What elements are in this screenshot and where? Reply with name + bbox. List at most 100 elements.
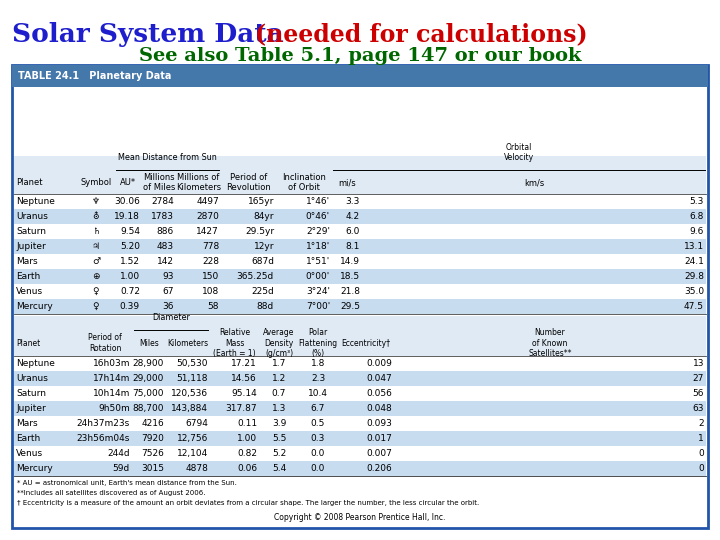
Text: 93: 93: [163, 272, 174, 281]
Text: 0.82: 0.82: [237, 449, 257, 458]
Text: 0: 0: [698, 464, 704, 473]
Text: 35.0: 35.0: [684, 287, 704, 296]
Text: 51,118: 51,118: [176, 374, 208, 383]
Text: 2870: 2870: [196, 212, 219, 221]
Text: 13.1: 13.1: [684, 242, 704, 251]
Text: Polar
Flattening
(%): Polar Flattening (%): [298, 328, 338, 358]
Text: 0.093: 0.093: [366, 419, 392, 428]
Text: 0.5: 0.5: [311, 419, 325, 428]
Bar: [14, 356, 706, 371]
Text: 6.0: 6.0: [346, 227, 360, 236]
Text: 4216: 4216: [141, 419, 164, 428]
Text: 687d: 687d: [251, 257, 274, 266]
Text: 58: 58: [207, 302, 219, 311]
Text: 3°24': 3°24': [306, 287, 330, 296]
Text: 143,884: 143,884: [171, 404, 208, 413]
Text: 47.5: 47.5: [684, 302, 704, 311]
Text: 21.8: 21.8: [340, 287, 360, 296]
Text: Saturn: Saturn: [16, 227, 46, 236]
Text: 0.0: 0.0: [311, 464, 325, 473]
Text: Mean Distance from Sun: Mean Distance from Sun: [118, 153, 217, 162]
Bar: [14, 254, 706, 269]
Text: 1.00: 1.00: [120, 272, 140, 281]
Text: 95.14: 95.14: [231, 389, 257, 398]
Text: 3015: 3015: [141, 464, 164, 473]
Text: 120,536: 120,536: [171, 389, 208, 398]
Text: 23h56m04s: 23h56m04s: [76, 434, 130, 443]
Text: Saturn: Saturn: [16, 389, 46, 398]
Text: mi/s: mi/s: [338, 178, 356, 187]
Text: 150: 150: [202, 272, 219, 281]
Text: 365.25d: 365.25d: [237, 272, 274, 281]
Text: 24h37m23s: 24h37m23s: [77, 419, 130, 428]
Text: 14.9: 14.9: [340, 257, 360, 266]
Bar: [14, 269, 706, 284]
Text: 1: 1: [698, 434, 704, 443]
Text: 12,104: 12,104: [176, 449, 208, 458]
Text: Neptune: Neptune: [16, 359, 55, 368]
Text: 13: 13: [693, 359, 704, 368]
Bar: [14, 371, 706, 386]
Text: 88,700: 88,700: [132, 404, 164, 413]
Text: 56: 56: [693, 389, 704, 398]
Text: Copyright © 2008 Pearson Prentice Hall, Inc.: Copyright © 2008 Pearson Prentice Hall, …: [274, 512, 446, 522]
Text: 1.52: 1.52: [120, 257, 140, 266]
Text: 7°00': 7°00': [306, 302, 330, 311]
Text: Uranus: Uranus: [16, 374, 48, 383]
Text: Symbol: Symbol: [81, 178, 112, 187]
Text: **Includes all satellites discovered as of August 2006.: **Includes all satellites discovered as …: [17, 490, 205, 496]
Text: Diameter: Diameter: [152, 313, 190, 322]
Text: 0.009: 0.009: [366, 359, 392, 368]
Text: 1.2: 1.2: [272, 374, 286, 383]
Text: Planet: Planet: [16, 339, 40, 348]
Text: 9.6: 9.6: [690, 227, 704, 236]
Text: Solar System Data: Solar System Data: [12, 22, 293, 47]
Text: 59d: 59d: [113, 464, 130, 473]
Text: TABLE 24.1   Planetary Data: TABLE 24.1 Planetary Data: [18, 71, 171, 81]
Text: Uranus: Uranus: [16, 212, 48, 221]
Text: 0.007: 0.007: [366, 449, 392, 458]
Text: ♃: ♃: [92, 242, 100, 251]
Bar: [14, 194, 706, 209]
Text: 1.3: 1.3: [272, 404, 286, 413]
Text: † Eccentricity is a measure of the amount an orbit deviates from a circular shap: † Eccentricity is a measure of the amoun…: [17, 500, 480, 506]
Text: ♄: ♄: [92, 227, 100, 236]
Text: 0.0: 0.0: [311, 449, 325, 458]
Text: 165yr: 165yr: [248, 197, 274, 206]
Bar: [14, 316, 706, 356]
Text: 28,900: 28,900: [132, 359, 164, 368]
Bar: [14, 209, 706, 224]
Text: 1°51': 1°51': [306, 257, 330, 266]
Bar: [14, 416, 706, 431]
Text: 2: 2: [698, 419, 704, 428]
Text: 19.18: 19.18: [114, 212, 140, 221]
Text: ♀: ♀: [93, 287, 99, 296]
Text: 0.72: 0.72: [120, 287, 140, 296]
Bar: [14, 284, 706, 299]
Text: 88d: 88d: [257, 302, 274, 311]
Bar: [12, 65, 708, 528]
Text: 142: 142: [157, 257, 174, 266]
Text: 244d: 244d: [107, 449, 130, 458]
Text: Millions
of Miles: Millions of Miles: [143, 173, 175, 192]
Text: 7526: 7526: [141, 449, 164, 458]
Text: 4878: 4878: [185, 464, 208, 473]
Text: 8.1: 8.1: [346, 242, 360, 251]
Text: 0.017: 0.017: [366, 434, 392, 443]
Text: Earth: Earth: [16, 272, 40, 281]
Bar: [14, 401, 706, 416]
Text: Period of
Revolution: Period of Revolution: [226, 173, 271, 192]
Text: 24.1: 24.1: [684, 257, 704, 266]
Text: 0.3: 0.3: [311, 434, 325, 443]
Text: Miles: Miles: [139, 339, 159, 348]
Text: 0°00': 0°00': [306, 272, 330, 281]
Text: (needed for calculations): (needed for calculations): [255, 22, 588, 46]
Text: 886: 886: [157, 227, 174, 236]
Text: ⊕: ⊕: [92, 272, 100, 281]
Text: 29,000: 29,000: [132, 374, 164, 383]
Text: 0.11: 0.11: [237, 419, 257, 428]
Text: Relative
Mass
(Earth = 1): Relative Mass (Earth = 1): [213, 328, 256, 358]
Text: 18.5: 18.5: [340, 272, 360, 281]
Text: Eccentricity†: Eccentricity†: [341, 339, 390, 348]
Text: 30.06: 30.06: [114, 197, 140, 206]
